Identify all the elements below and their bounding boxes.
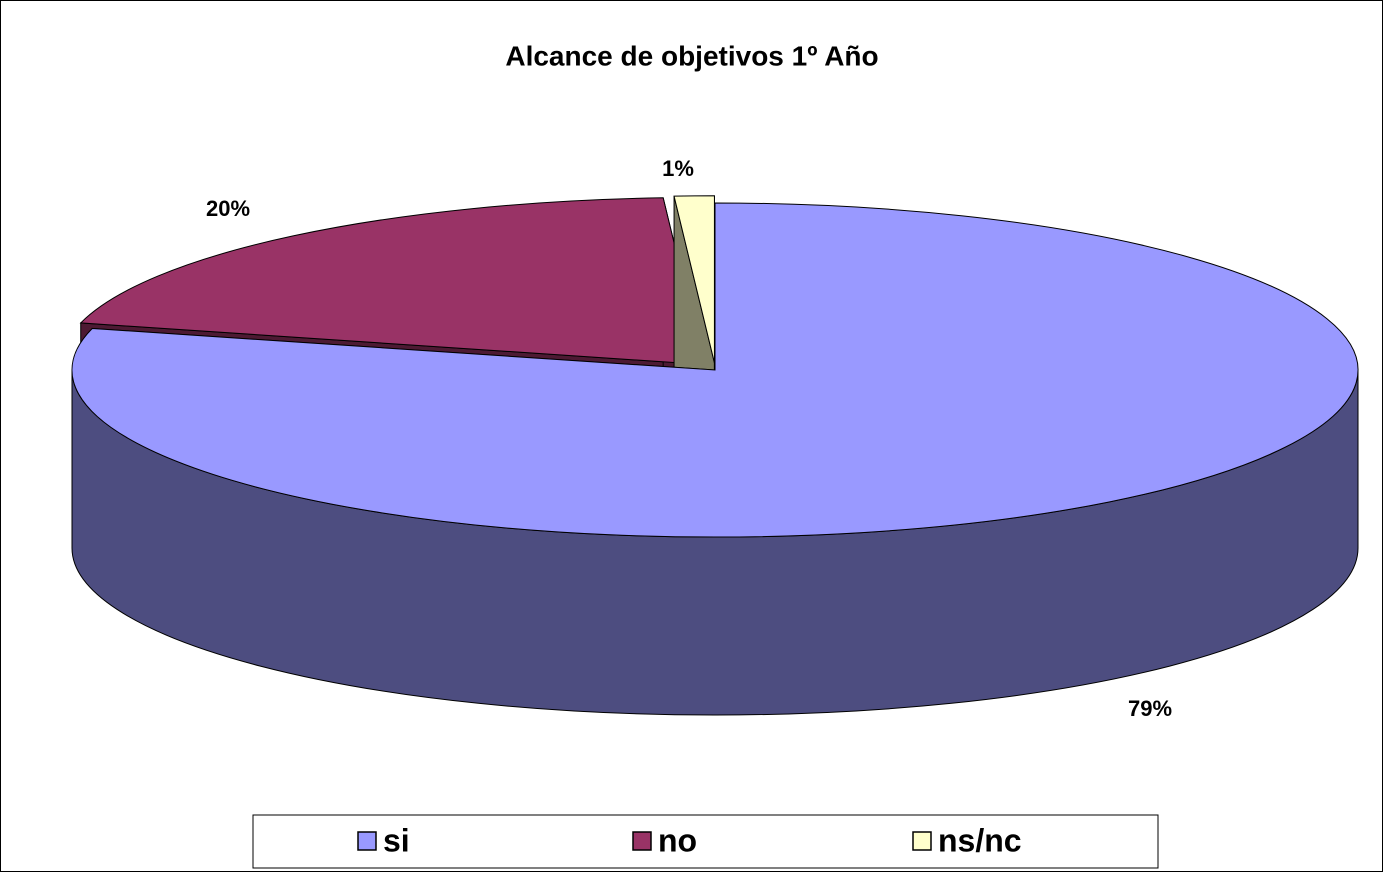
legend-label: ns/nc (938, 822, 1022, 858)
legend-swatch (357, 831, 377, 851)
slice (71, 202, 1359, 538)
data-label: 1% (662, 156, 694, 181)
chart-title: Alcance de objetivos 1º Año (505, 40, 878, 71)
slice (79, 197, 705, 365)
data-label: 20% (206, 196, 250, 221)
legend-label: no (658, 822, 697, 858)
legend-label: si (383, 822, 410, 858)
legend-swatch (912, 831, 932, 851)
legend-items: si no ns/nc (357, 822, 1022, 858)
pie: 79% 20% 1% (71, 156, 1359, 721)
legend-swatch (632, 831, 652, 851)
slice (673, 195, 715, 363)
legend (252, 814, 1159, 869)
data-label: 79% (1128, 696, 1172, 721)
